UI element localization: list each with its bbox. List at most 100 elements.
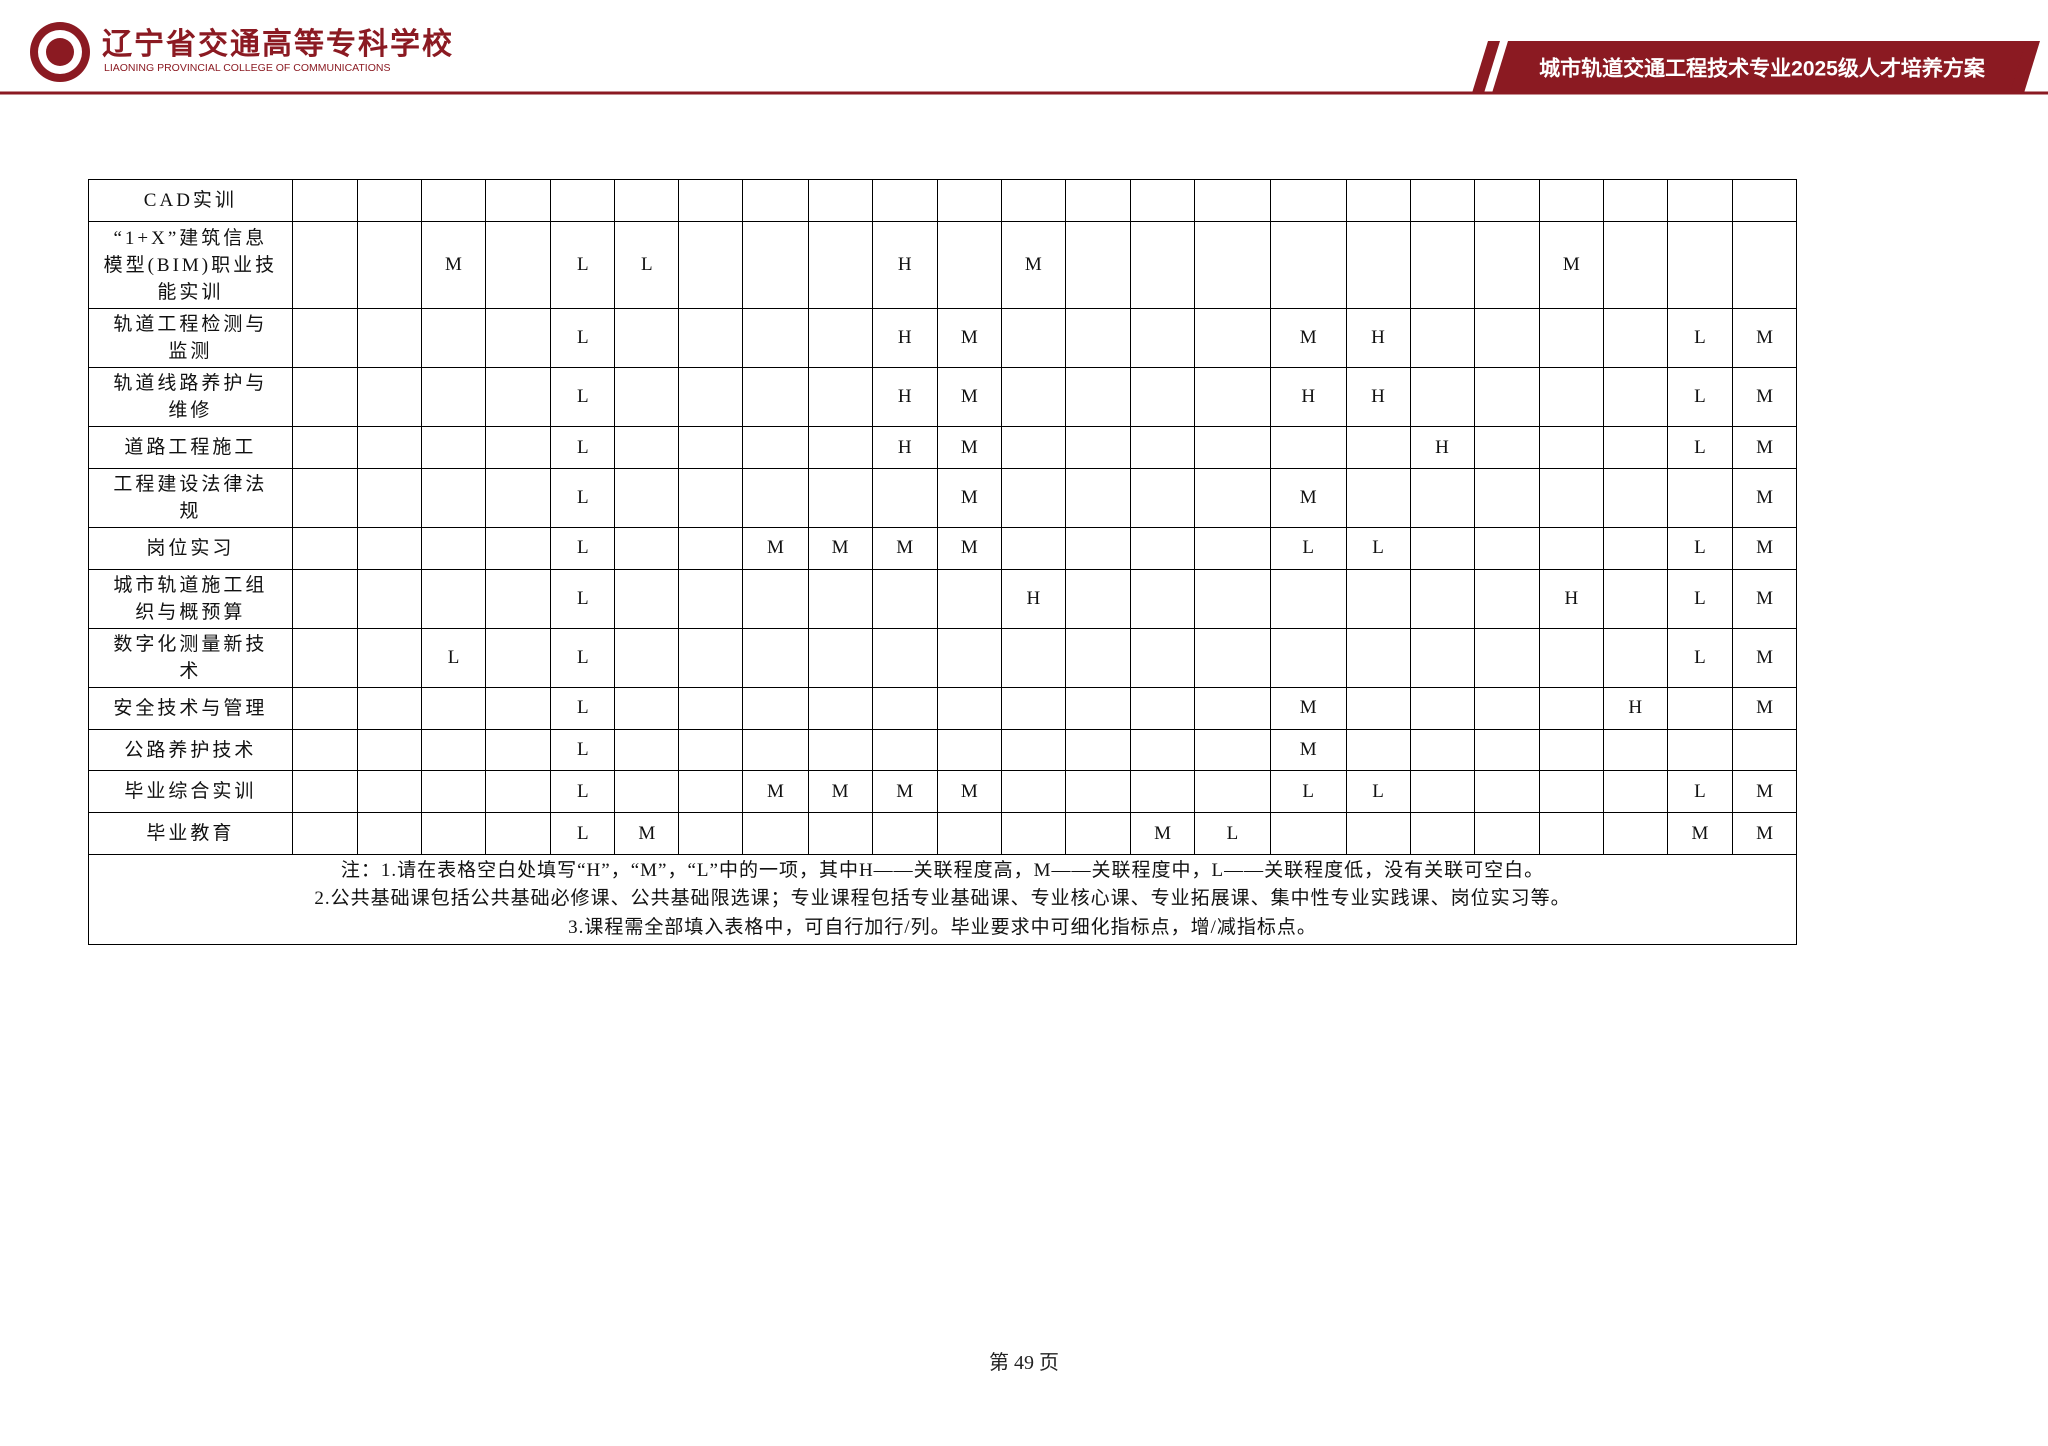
relation-cell xyxy=(357,527,423,570)
relation-cell xyxy=(1130,468,1196,529)
relation-cell: M xyxy=(1269,686,1347,730)
relation-cell: M xyxy=(936,527,1002,570)
relation-cell xyxy=(484,367,552,428)
relation-cell xyxy=(678,308,744,369)
relation-cell xyxy=(678,686,744,730)
relation-cell xyxy=(421,812,486,855)
relation-cell xyxy=(1130,426,1196,470)
relation-cell xyxy=(357,568,423,629)
relation-cell xyxy=(1000,770,1066,814)
relation-cell xyxy=(807,367,873,428)
relation-cell xyxy=(742,568,809,629)
relation-cell: H xyxy=(1538,568,1604,629)
relation-cell xyxy=(1666,728,1734,772)
relation-cell xyxy=(484,728,552,772)
relation-cell xyxy=(871,179,938,222)
relation-cell xyxy=(1064,220,1132,310)
relation-cell xyxy=(357,308,423,369)
relation-cell xyxy=(871,686,938,730)
relation-cell xyxy=(1345,627,1411,688)
relation-cell xyxy=(1732,220,1798,310)
relation-cell xyxy=(1064,728,1132,772)
relation-cell xyxy=(357,728,423,772)
relation-cell xyxy=(1538,686,1604,730)
relation-cell xyxy=(1345,812,1411,855)
relation-cell xyxy=(484,527,552,570)
note-line: 2.公共基础课包括公共基础必修课、公共基础限选课；专业课程包括专业基础课、专业核… xyxy=(314,888,1571,910)
relation-cell xyxy=(614,179,680,222)
page-header: 辽宁省交通高等专科学校 LIAONING PROVINCIAL COLLEGE … xyxy=(0,22,2048,95)
relation-cell xyxy=(678,527,744,570)
table-row: 道路工程施工 L H M H L M xyxy=(88,426,1798,470)
relation-cell xyxy=(1194,426,1271,470)
relation-cell xyxy=(1064,627,1132,688)
relation-cell xyxy=(1538,770,1604,814)
relation-cell xyxy=(1602,770,1668,814)
relation-cell xyxy=(1000,426,1066,470)
relation-cell: H xyxy=(1602,686,1668,730)
relation-cell: M xyxy=(1538,220,1604,310)
relation-cell: L xyxy=(550,770,616,814)
relation-cell xyxy=(1000,686,1066,730)
relation-cell: M xyxy=(871,527,938,570)
relation-cell xyxy=(678,770,744,814)
relation-cell xyxy=(357,179,423,222)
relation-cell: H xyxy=(1000,568,1066,629)
relation-cell: L xyxy=(550,686,616,730)
relation-cell xyxy=(678,220,744,310)
relation-cell: L xyxy=(550,426,616,470)
relation-cell: L xyxy=(1345,527,1411,570)
relation-cell xyxy=(1538,468,1604,529)
relation-cell xyxy=(1602,812,1668,855)
relation-cell: H xyxy=(1345,367,1411,428)
relation-cell xyxy=(742,728,809,772)
relation-cell xyxy=(421,568,486,629)
relation-cell: M xyxy=(936,468,1002,529)
relation-cell xyxy=(1409,367,1475,428)
relation-cell xyxy=(1064,527,1132,570)
table-row: 轨道线路养护与维修 L H M H H L M xyxy=(88,367,1798,428)
relation-cell xyxy=(1130,179,1196,222)
relation-cell xyxy=(614,527,680,570)
relation-cell xyxy=(1064,686,1132,730)
relation-cell xyxy=(742,367,809,428)
relation-cell xyxy=(1409,770,1475,814)
school-name-en: LIAONING PROVINCIAL COLLEGE OF COMMUNICA… xyxy=(104,62,390,74)
relation-cell xyxy=(742,220,809,310)
relation-cell xyxy=(1064,468,1132,529)
relation-cell xyxy=(421,527,486,570)
relation-cell: L xyxy=(550,627,616,688)
relation-cell xyxy=(1602,179,1668,222)
relation-cell xyxy=(1130,220,1196,310)
relation-cell: L xyxy=(1666,627,1734,688)
course-name: 公路养护技术 xyxy=(88,728,293,772)
banner-stripe xyxy=(1472,41,1500,93)
relation-cell xyxy=(484,686,552,730)
relation-cell xyxy=(1409,627,1475,688)
relation-cell xyxy=(678,568,744,629)
relation-cell xyxy=(1602,220,1668,310)
relation-cell xyxy=(807,728,873,772)
relation-cell xyxy=(807,308,873,369)
course-matrix-table: CAD实训 “1+X”建筑信息模型(BIM)职业技能实训 M L L H M M 轨道工程检测与… xyxy=(87,179,1798,946)
relation-cell xyxy=(1130,686,1196,730)
relation-cell: L xyxy=(614,220,680,310)
relation-cell xyxy=(807,179,873,222)
relation-cell xyxy=(357,770,423,814)
relation-cell xyxy=(1345,179,1411,222)
course-name: 数字化测量新技术 xyxy=(88,627,293,688)
relation-cell xyxy=(1064,426,1132,470)
relation-cell xyxy=(614,426,680,470)
relation-cell xyxy=(614,468,680,529)
relation-cell xyxy=(1473,308,1540,369)
relation-cell xyxy=(1473,468,1540,529)
relation-cell xyxy=(291,308,359,369)
relation-cell: L xyxy=(1194,812,1271,855)
relation-cell xyxy=(807,686,873,730)
relation-cell: L xyxy=(1269,527,1347,570)
relation-cell: M xyxy=(936,308,1002,369)
relation-cell: H xyxy=(1269,367,1347,428)
relation-cell xyxy=(1602,367,1668,428)
relation-cell xyxy=(550,179,616,222)
page-number: 第 49 页 xyxy=(989,1352,1059,1374)
